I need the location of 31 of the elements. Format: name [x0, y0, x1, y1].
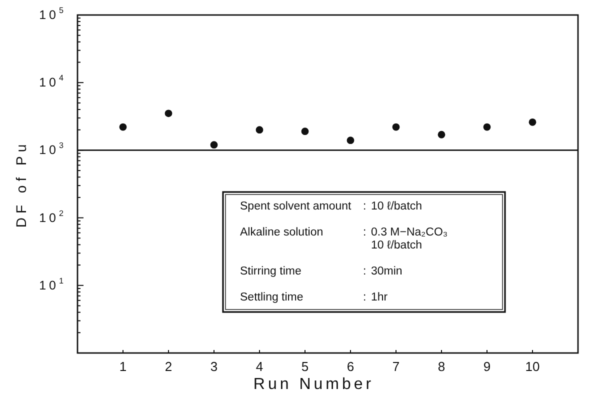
x-tick-label: 9: [483, 358, 491, 374]
point: [346, 136, 354, 144]
point: [210, 141, 218, 149]
point: [483, 123, 491, 131]
point: [438, 130, 446, 138]
y-tick-label: 10$^{2}$: [39, 208, 64, 225]
text: Alkaline solution : 0.3 M−Na₂CO₃ 10 ℓ/batch: [240, 226, 448, 252]
x-tick-label: 2: [164, 358, 172, 374]
point: [119, 123, 127, 131]
point: [256, 126, 264, 134]
point: [301, 128, 309, 136]
x-tick-label: 10: [525, 358, 540, 374]
x-tick-label: 5: [301, 358, 309, 374]
x-axis-title: Run Number: [253, 376, 374, 392]
x-tick-label: 1: [119, 358, 127, 374]
text: Stirring time : 30min: [240, 266, 402, 278]
y-tick-label: 10$^{4}$: [39, 74, 64, 90]
x-tick-label: 4: [256, 358, 264, 374]
x-tick-label: 7: [392, 358, 400, 374]
point: [392, 123, 400, 131]
point: [528, 118, 536, 126]
y-axis-title: DF of Pu: [13, 140, 29, 228]
x-tick-label: 6: [346, 358, 354, 374]
y-tick-label: 10$^{3}$: [39, 141, 64, 158]
y-tick-label: 10$^{5}$: [39, 6, 64, 22]
annotation: Spent solvent amount : 10 ℓ/batch: [240, 200, 422, 212]
y-tick-label: 10$^{1}$: [39, 276, 64, 292]
x-tick-label: 8: [438, 358, 446, 374]
x-tick-label: 3: [210, 358, 218, 374]
text: Settling time : 1hr: [240, 292, 388, 304]
point: [164, 110, 172, 118]
